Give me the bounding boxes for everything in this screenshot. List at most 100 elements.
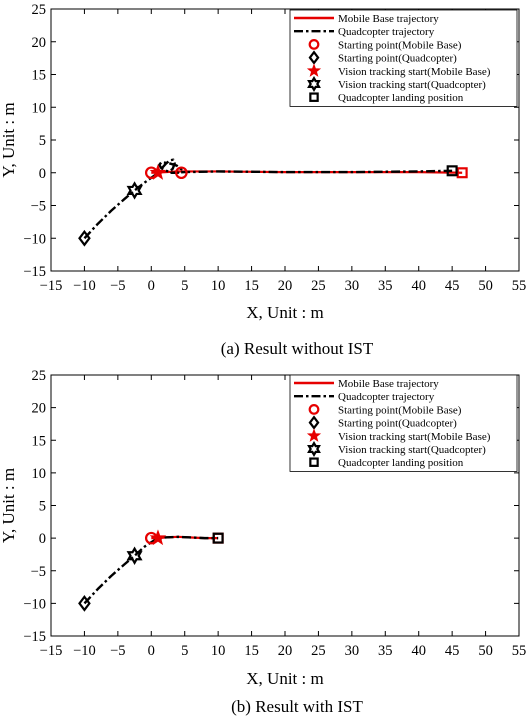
- x-tick-label: 50: [478, 278, 493, 294]
- legend-entry: Mobile Base trajectory: [294, 378, 439, 390]
- y-tick-label: 0: [39, 531, 46, 547]
- x-tick-label: −15: [40, 643, 63, 659]
- x-tick-label: 5: [181, 278, 188, 294]
- chart-panel-2: −15 −10 −5 0 5 10 15 20 25 30 35 40 45 50 55 −15 −10 −5 0 5…: [0, 368, 526, 716]
- x-tick-label: 50: [478, 643, 493, 659]
- y-tick-label: 20: [32, 401, 47, 417]
- legend-entry: Quadcopter landing position: [309, 92, 464, 104]
- legend-marker-swatch: [307, 75, 321, 93]
- x-tick-label: 55: [512, 278, 527, 294]
- x-tick-label: 20: [278, 643, 293, 659]
- x-tick-label: 0: [148, 643, 155, 659]
- x-tick-label: 15: [244, 278, 259, 294]
- diamond-marker-2: [78, 229, 91, 247]
- legend-marker-swatch: [309, 92, 319, 102]
- x-tick-label: −10: [73, 643, 96, 659]
- legend-entry: Starting point(Quadcopter): [308, 415, 457, 430]
- plot-content: [78, 158, 468, 247]
- y-tick-label: 5: [39, 499, 46, 515]
- legend-marker-swatch: [306, 428, 322, 442]
- legend-label: Starting point(Quadcopter): [338, 418, 457, 430]
- legend-label: Starting point(Mobile Base): [338, 39, 462, 51]
- x-tick-label: 20: [278, 278, 293, 294]
- y-tick-label: 15: [32, 433, 47, 449]
- x-tick-label: 10: [211, 643, 226, 659]
- legend-label: Vision tracking start(Mobile Base): [338, 431, 491, 443]
- y-tick-label: 20: [32, 35, 47, 51]
- x-axis-label: X, Unit : m: [246, 669, 323, 688]
- x-tick-label: −5: [110, 643, 125, 659]
- legend-marker-swatch: [308, 39, 320, 50]
- x-tick-label: 40: [411, 278, 426, 294]
- legend-entry: Starting point(Quadcopter): [308, 50, 457, 65]
- legend-label: Quadcopter landing position: [338, 92, 464, 104]
- x-tick-label: 10: [211, 278, 226, 294]
- y-tick-label: 25: [32, 368, 47, 384]
- y-tick-label: 10: [32, 100, 47, 116]
- star-marker-3: [149, 529, 167, 546]
- legend-entry: Mobile Base trajectory: [294, 13, 439, 25]
- x-tick-label: 35: [378, 643, 393, 659]
- y-tick-label: −10: [23, 231, 46, 247]
- legend-label: Quadcopter trajectory: [338, 391, 435, 403]
- square-marker-5: [446, 165, 458, 177]
- x-axis-label: X, Unit : m: [246, 303, 323, 322]
- legend-entry: Starting point(Mobile Base): [308, 404, 462, 416]
- y-tick-label: 0: [39, 166, 46, 182]
- legend-entry: Quadcopter landing position: [309, 457, 464, 469]
- y-axis-label: Y, Unit : m: [0, 102, 18, 177]
- plot-content: [78, 529, 224, 612]
- chart-panel-1: −15 −10 −5 0 5 10 15 20 25 30 35 40 45 50 55 −15 −10 −5 0 5…: [0, 2, 526, 358]
- x-tick-label: 0: [148, 278, 155, 294]
- x-tick-label: 45: [445, 278, 460, 294]
- legend-entry: Vision tracking start(Quadcopter): [307, 75, 486, 93]
- legend-label: Mobile Base trajectory: [338, 378, 439, 390]
- x-tick-label: −10: [73, 278, 96, 294]
- square-marker: [456, 167, 468, 179]
- x-tick-label: 30: [345, 278, 360, 294]
- legend-box: [289, 374, 518, 472]
- legend-entry: Vision tracking start(Quadcopter): [307, 440, 486, 458]
- x-tick-label: 5: [181, 643, 188, 659]
- y-tick-label: −5: [31, 564, 46, 580]
- x-tick-label: 30: [345, 643, 360, 659]
- x-tick-label: 35: [378, 278, 393, 294]
- legend-marker-swatch: [308, 404, 320, 415]
- hexagram-marker-4: [126, 546, 143, 565]
- hexagram-marker-4: [126, 181, 143, 200]
- legend-label: Vision tracking start(Mobile Base): [338, 66, 491, 78]
- x-tick-label: 15: [244, 643, 259, 659]
- legend-marker-swatch: [308, 50, 320, 65]
- y-axis-label: Y, Unit : m: [0, 468, 18, 543]
- y-tick-label: −15: [23, 629, 46, 645]
- legend-marker-swatch: [306, 63, 322, 77]
- legend-label: Quadcopter landing position: [338, 457, 464, 469]
- square-marker-5: [212, 532, 224, 544]
- y-tick-label: −5: [31, 199, 46, 215]
- legend-label: Mobile Base trajectory: [338, 13, 439, 25]
- legend-entry: Quadcopter trajectory: [294, 26, 435, 38]
- x-tick-label: −5: [110, 278, 125, 294]
- y-tick-label: 5: [39, 133, 46, 149]
- y-tick-label: −10: [23, 596, 46, 612]
- legend-box: [289, 9, 518, 107]
- x-tick-label: 40: [411, 643, 426, 659]
- y-tick-label: 15: [32, 68, 47, 84]
- legend-marker-swatch: [307, 440, 321, 458]
- y-tick-label: 10: [32, 466, 47, 482]
- figure-caption: (b) Result with IST: [231, 697, 363, 716]
- legend-label: Vision tracking start(Quadcopter): [338, 79, 486, 91]
- x-tick-label: 55: [512, 643, 527, 659]
- circle-marker: [175, 166, 188, 180]
- legend-marker-swatch: [309, 457, 319, 467]
- legend-label: Quadcopter trajectory: [338, 26, 435, 38]
- x-tick-label: 25: [311, 643, 326, 659]
- legend-label: Starting point(Quadcopter): [338, 53, 457, 65]
- legend-entry: Quadcopter trajectory: [294, 391, 435, 403]
- figure-caption: (a) Result without IST: [221, 339, 374, 358]
- legend-entry: Starting point(Mobile Base): [308, 39, 462, 51]
- legend-entry: Vision tracking start(Mobile Base): [306, 63, 491, 78]
